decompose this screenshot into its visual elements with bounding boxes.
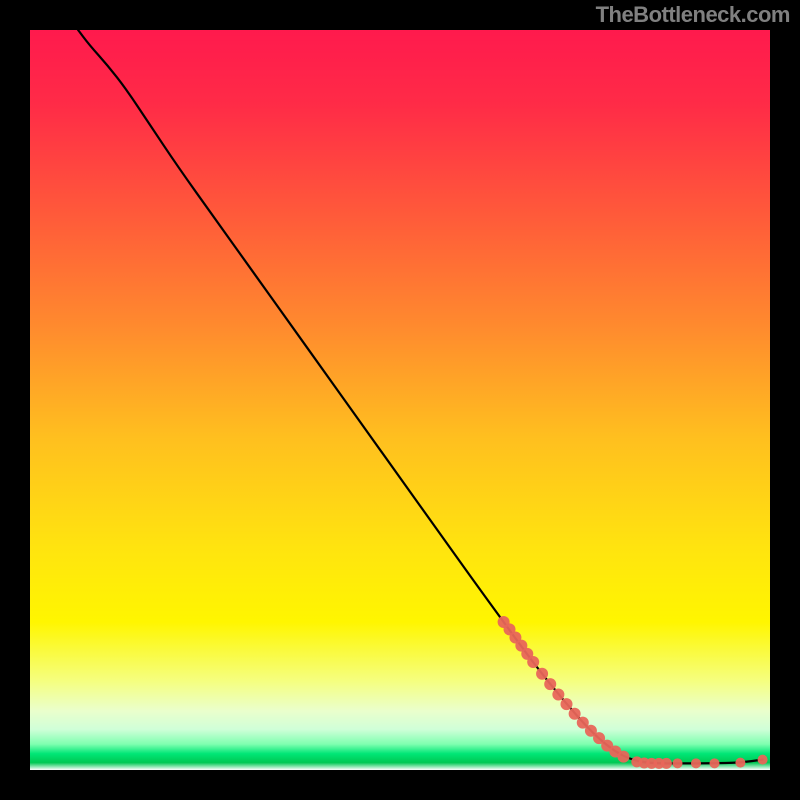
data-marker — [691, 758, 701, 768]
data-marker — [710, 758, 720, 768]
data-marker — [617, 751, 629, 763]
data-marker — [552, 689, 564, 701]
watermark-label: TheBottleneck.com — [596, 2, 790, 28]
data-marker — [569, 708, 581, 720]
data-marker — [561, 698, 573, 710]
data-marker — [544, 678, 556, 690]
data-marker — [735, 758, 745, 768]
data-marker — [661, 758, 672, 769]
plot-svg — [30, 30, 770, 770]
data-marker — [673, 758, 683, 768]
data-marker — [536, 668, 548, 680]
plot-area — [30, 30, 770, 770]
chart-canvas: TheBottleneck.com — [0, 0, 800, 800]
data-marker — [758, 755, 768, 765]
gradient-background — [30, 30, 770, 770]
data-marker — [527, 656, 539, 668]
